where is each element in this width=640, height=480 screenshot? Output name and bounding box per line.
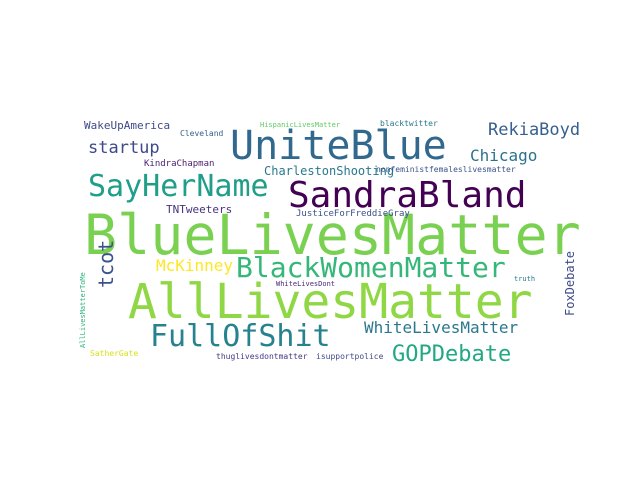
word-bluelivesmatter: BlueLivesMatter [84,203,581,267]
word-isupportpolice: isupportpolice [316,352,384,361]
word-rekiaboyd: RekiaBoyd [488,120,581,140]
word-charlestonshooting: CharlestonShooting [264,164,395,178]
word-sathergate: SatherGate [90,349,139,358]
word-startup: startup [88,138,160,158]
word-cleveland: Cleveland [180,129,224,138]
word-alllivesmatter: AllLivesMatter [128,274,533,330]
word-mckinney: McKinney [156,256,234,275]
word-fullofshit: FullOfShit [150,319,331,354]
word-sandrabland: SandraBland [288,175,527,216]
word-cloud: BlueLivesMatter AllLivesMatter UniteBlue… [79,119,581,370]
word-whitelivesdont: WhiteLivesDont [276,280,336,288]
word-blackwomenmatter: BlackWomenMatter [236,251,506,284]
word-wakeupamerica: WakeUpAmerica [84,119,171,132]
word-truth: truth [514,275,536,283]
word-whitelivesmatter: WhiteLivesMatter [364,318,519,337]
word-justiceforfreddiegray: JusticeForFreddieGray [296,209,410,219]
word-uniteblue: UniteBlue [230,123,447,169]
word-chicago: Chicago [470,146,538,165]
word-kindrachapman: KindraChapman [144,159,215,169]
word-hispaniclivesmatter: HispanicLivesMatter [260,121,341,129]
word-tcot: tcot [94,239,118,288]
word-sayhername: SayHerName [88,169,269,204]
word-gopdebate: GOPDebate [392,342,512,367]
word-blacktwitter: blacktwitter [380,119,438,128]
word-thuglivesdontmatter: thuglivesdontmatter [216,352,308,361]
word-alllivesmattertome: AllLivesMatterToMe [79,272,87,348]
word-tntweeters: TNTweeters [166,203,233,216]
word-foxdebate: FoxDebate [563,250,577,316]
word-nonfeministfemaleslivesmatter: nonfeministfemaleslivesmatter [376,165,516,174]
